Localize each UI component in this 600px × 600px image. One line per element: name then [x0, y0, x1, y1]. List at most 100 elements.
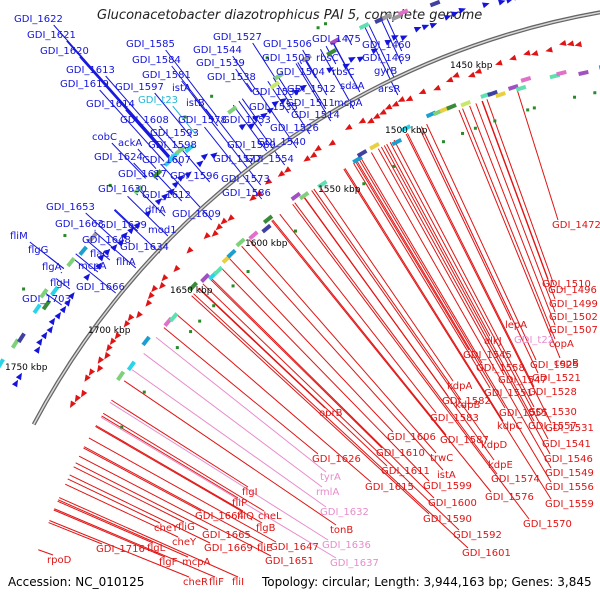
reverse-gene-label[interactable]: GDI_1599	[423, 481, 472, 492]
forward-gene-label[interactable]: istA	[172, 83, 191, 94]
forward-gene-label[interactable]: GDI_1578	[178, 115, 227, 126]
reverse-gene-label[interactable]: fliG	[178, 522, 195, 533]
forward-gene-label[interactable]: GDI_1526	[270, 123, 319, 134]
forward-gene-label[interactable]: fliM	[10, 231, 28, 242]
reverse-gene-label[interactable]: GDI_1583	[430, 413, 479, 424]
forward-gene-label[interactable]: GDI_1613	[66, 65, 115, 76]
forward-gene-label[interactable]: GDI_t23	[138, 95, 178, 106]
reverse-gene-label[interactable]: tyrA	[320, 472, 341, 483]
reverse-gene-label[interactable]: GDI_1528	[528, 387, 577, 398]
reverse-gene-label[interactable]: GDI_1587	[440, 435, 489, 446]
reverse-gene-label[interactable]: cheL	[258, 511, 282, 522]
reverse-gene-label[interactable]: GDI_1541	[542, 439, 591, 450]
forward-gene-label[interactable]: GDI_1460	[362, 40, 411, 51]
forward-gene-label[interactable]: GDI_1506	[263, 39, 312, 50]
reverse-gene-label[interactable]: GDI_1547	[498, 375, 547, 386]
reverse-gene-label[interactable]: GDI_1590	[423, 514, 472, 525]
forward-gene-label[interactable]: dfrA	[145, 205, 166, 216]
reverse-gene-label[interactable]: tonB	[330, 525, 353, 536]
forward-gene-label[interactable]: GDI_1622	[14, 14, 63, 25]
reverse-gene-label[interactable]: GDI_1664	[195, 511, 244, 522]
reverse-gene-label[interactable]: GDI_1665	[202, 530, 251, 541]
reverse-gene-label[interactable]: GDI_1502	[549, 312, 598, 323]
forward-gene-label[interactable]: GDI_1540	[257, 137, 306, 148]
reverse-gene-label[interactable]: GDI_1546	[544, 454, 593, 465]
forward-gene-label[interactable]: flgA	[42, 262, 62, 273]
reverse-gene-label[interactable]: GDI_1601	[462, 548, 511, 559]
reverse-gene-label[interactable]: flgL	[147, 543, 166, 554]
reverse-gene-label[interactable]: GDI_1632	[320, 507, 369, 518]
reverse-gene-label[interactable]: GDI_1669	[204, 543, 253, 554]
forward-gene-label[interactable]: rbsC	[316, 53, 339, 64]
reverse-gene-label[interactable]: fliQ	[237, 511, 254, 522]
reverse-gene-label[interactable]: GDI_1558	[476, 363, 525, 374]
forward-gene-label[interactable]: GDI_1593	[150, 128, 199, 139]
reverse-gene-label[interactable]: GDI_1570	[523, 519, 572, 530]
forward-gene-label[interactable]: GDI_1535	[249, 102, 298, 113]
reverse-gene-label[interactable]: GDI_1610	[376, 448, 425, 459]
forward-gene-label[interactable]: GDI_1577	[213, 154, 262, 165]
forward-gene-label[interactable]: GDI_1514	[291, 110, 340, 121]
forward-gene-label[interactable]: GDI_1624	[94, 152, 143, 163]
forward-gene-label[interactable]: GDI_1581	[142, 70, 191, 81]
reverse-gene-label[interactable]: GDI_1574	[491, 474, 540, 485]
forward-gene-label[interactable]: GDI_1608	[120, 115, 169, 126]
forward-gene-label[interactable]: GDI_1666	[76, 282, 125, 293]
forward-gene-label[interactable]: GDI_1612	[142, 190, 191, 201]
forward-gene-label[interactable]: cobC	[92, 132, 117, 143]
reverse-gene-label[interactable]: GDI_1496	[548, 285, 597, 296]
reverse-gene-label[interactable]: GDI_1531	[545, 423, 594, 434]
reverse-gene-label[interactable]: GDI_1559	[545, 499, 594, 510]
forward-gene-label[interactable]: GDI_1634	[120, 242, 169, 253]
forward-gene-label[interactable]: GDI_1703	[22, 294, 71, 305]
forward-gene-label[interactable]: GDI_1538	[207, 72, 256, 83]
reverse-gene-label[interactable]: oprB	[319, 408, 343, 419]
reverse-gene-label[interactable]: lepA	[505, 320, 527, 331]
forward-gene-label[interactable]: GDI_1527	[213, 32, 262, 43]
reverse-gene-label[interactable]: trwC	[430, 453, 453, 464]
forward-gene-label[interactable]: GDI_1614	[86, 99, 135, 110]
forward-gene-label[interactable]: GDI_1475	[312, 34, 361, 45]
reverse-gene-label[interactable]: fliP	[232, 498, 247, 509]
reverse-gene-label[interactable]: GDI_1592	[453, 530, 502, 541]
reverse-gene-label[interactable]: kdpA	[447, 381, 472, 392]
forward-gene-label[interactable]: GDI_1663	[55, 219, 104, 230]
forward-gene-label[interactable]: ackA	[118, 138, 142, 149]
forward-gene-label[interactable]: mod1	[148, 225, 177, 236]
forward-gene-label[interactable]: rbsC	[332, 67, 355, 78]
forward-gene-label[interactable]: sdaA	[340, 81, 365, 92]
forward-gene-label[interactable]: GDI_1584	[132, 55, 181, 66]
reverse-gene-label[interactable]: GDI_1521	[532, 373, 581, 384]
forward-gene-label[interactable]: flgG	[28, 245, 48, 256]
forward-gene-label[interactable]: GDI_1598	[148, 140, 197, 151]
forward-gene-label[interactable]: GDI_1621	[27, 30, 76, 41]
forward-gene-label[interactable]: GDI_1569	[227, 140, 276, 151]
reverse-gene-label[interactable]: GDI_1507	[549, 325, 598, 336]
reverse-gene-label[interactable]: GDI_1636	[322, 540, 371, 551]
reverse-gene-label[interactable]: GDI_1530	[528, 407, 577, 418]
forward-gene-label[interactable]: flaC	[90, 249, 109, 260]
forward-gene-label[interactable]: flhA	[116, 257, 136, 268]
reverse-gene-label[interactable]: GDI_1556	[545, 482, 594, 493]
forward-gene-label[interactable]: GDI_1544	[193, 45, 242, 56]
forward-gene-label[interactable]: GDI_1505	[262, 53, 311, 64]
reverse-gene-label[interactable]: GDI_1472	[552, 220, 600, 231]
reverse-gene-label[interactable]: GDI_1557	[528, 421, 577, 432]
reverse-gene-label[interactable]: fliI	[232, 577, 244, 588]
forward-gene-label[interactable]: arsR	[378, 84, 400, 95]
forward-gene-label[interactable]: GDI_1512	[287, 84, 336, 95]
reverse-gene-label[interactable]: GDI_1716	[96, 544, 145, 555]
forward-gene-label[interactable]: GDI_1617	[118, 169, 167, 180]
reverse-gene-label[interactable]: cheY	[154, 523, 179, 534]
reverse-gene-label[interactable]: kdpD	[481, 440, 507, 451]
forward-gene-label[interactable]: GDI_1504	[276, 67, 325, 78]
reverse-gene-label[interactable]: cheR	[183, 577, 208, 588]
forward-gene-label[interactable]: GDI_1607	[142, 155, 191, 166]
reverse-gene-label[interactable]: mcpA	[182, 557, 211, 568]
reverse-gene-label[interactable]: GDI_1545	[463, 350, 512, 361]
reverse-gene-label[interactable]: GDI_1525	[530, 360, 579, 371]
forward-gene-label[interactable]: flgH	[50, 278, 70, 289]
forward-gene-label[interactable]: GDI_1573	[221, 174, 270, 185]
reverse-gene-label[interactable]: istA	[437, 470, 456, 481]
forward-gene-label[interactable]: GDI_1539	[196, 58, 245, 69]
